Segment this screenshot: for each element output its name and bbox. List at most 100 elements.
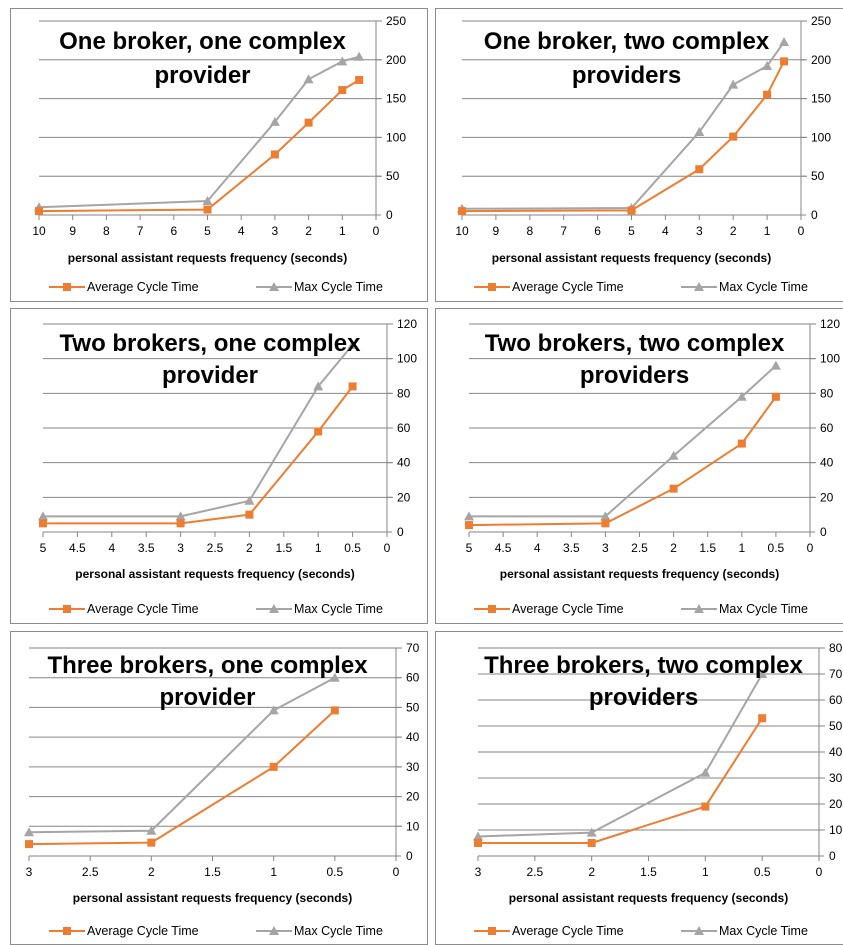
- data-point-max-cycle-time: [668, 450, 679, 460]
- data-point-max-cycle-time: [38, 511, 48, 521]
- y-tick-label: 60: [406, 671, 420, 685]
- y-tick-label: 100: [811, 130, 831, 144]
- y-tick-label: 40: [829, 745, 843, 759]
- y-tick-label: 10: [829, 823, 843, 837]
- data-point-average-cycle-time: [35, 207, 43, 216]
- x-tick-label: 0: [816, 865, 823, 879]
- y-tick-label: 20: [397, 490, 411, 504]
- x-tick-label: 1.5: [275, 541, 292, 555]
- data-point-average-cycle-time: [587, 839, 596, 847]
- data-point-max-cycle-time: [269, 116, 280, 126]
- y-tick-label: 70: [406, 641, 420, 655]
- legend-label-max-cycle-time: Max Cycle Time: [719, 280, 808, 294]
- y-tick-label: 250: [386, 14, 406, 28]
- legend-label-average-cycle-time: Average Cycle Time: [87, 924, 199, 938]
- series-line-average-cycle-time: [461, 60, 785, 213]
- data-point-max-cycle-time: [268, 705, 279, 715]
- data-point-average-cycle-time: [314, 427, 323, 436]
- x-axis-title: personal assistant requests frequency (s…: [75, 567, 354, 581]
- y-tick-label: 50: [829, 719, 843, 733]
- y-tick-label: 70: [829, 667, 843, 681]
- chart-title: Two brokers, one complex: [60, 330, 362, 357]
- x-tick-label: 0: [393, 865, 400, 879]
- x-tick-label: 4: [662, 224, 669, 238]
- data-point-average-cycle-time: [465, 521, 473, 530]
- legend-marker-max-cycle-time: [694, 604, 704, 613]
- chart-panel-one-broker-two-providers: 0 50 100 150 200 250 10 9 8 7 6 5 4 3 2 1 0 personal assi…: [435, 8, 843, 302]
- x-tick-label: 0: [807, 541, 814, 555]
- y-tick-label: 10: [406, 819, 420, 833]
- x-tick-label: 1: [764, 224, 771, 238]
- data-point-average-cycle-time: [39, 519, 47, 528]
- data-point-max-cycle-time: [586, 827, 597, 837]
- data-point-average-cycle-time: [348, 382, 357, 391]
- x-tick-label: 2: [246, 541, 253, 555]
- legend-label-average-cycle-time: Average Cycle Time: [512, 924, 624, 938]
- y-tick-label: 200: [811, 53, 831, 67]
- chart-title-line-2: providers: [580, 362, 689, 389]
- data-point-average-cycle-time: [147, 838, 156, 847]
- y-tick-label: 20: [406, 790, 420, 804]
- chart-svg: 0 20 40 60 80 100 120 5 4.5 4 3.5 3 2.5 2 1.5 1 0.5 0 pers…: [464, 317, 840, 616]
- x-tick-label: 1.5: [640, 865, 657, 879]
- legend-label-max-cycle-time: Max Cycle Time: [719, 602, 808, 616]
- y-tick-label: 80: [829, 641, 843, 655]
- chart-title: One broker, two complex: [484, 28, 770, 55]
- data-point-max-cycle-time: [244, 495, 255, 505]
- data-point-max-cycle-time: [700, 767, 711, 777]
- y-tick-label: 20: [829, 797, 843, 811]
- legend-marker-max-cycle-time: [694, 926, 704, 935]
- chart-panel-three-brokers-two-providers: 0 10 20 30 40 50 60 70 80 3 2.5 2 1.5 1 0.5 0 personal a…: [435, 631, 843, 945]
- chart-svg: 0 20 40 60 80 100 120 5 4.5 4 3.5 3 2.5 2 1.5 1 0.5 0 pers…: [38, 317, 417, 616]
- data-point-max-cycle-time: [202, 196, 213, 206]
- chart-title: Two brokers, two complex: [485, 330, 785, 357]
- x-tick-label: 2: [588, 865, 595, 879]
- legend-label-average-cycle-time: Average Cycle Time: [512, 280, 624, 294]
- legend-marker-max-cycle-time: [269, 604, 279, 613]
- legend-label-average-cycle-time: Average Cycle Time: [87, 602, 199, 616]
- data-point-max-cycle-time: [736, 391, 747, 401]
- data-point-average-cycle-time: [203, 205, 212, 214]
- x-tick-label: 7: [560, 224, 567, 238]
- x-tick-label: 0: [373, 224, 380, 238]
- data-point-max-cycle-time: [770, 360, 781, 370]
- legend-marker-max-cycle-time: [269, 282, 279, 291]
- y-tick-label: 200: [386, 53, 406, 67]
- data-point-max-cycle-time: [303, 74, 314, 84]
- legend-label-max-cycle-time: Max Cycle Time: [719, 924, 808, 938]
- x-tick-label: 0.5: [754, 865, 771, 879]
- x-tick-label: 2.5: [526, 865, 543, 879]
- legend-label-max-cycle-time: Max Cycle Time: [294, 602, 383, 616]
- legend-marker-max-cycle-time: [269, 926, 279, 935]
- data-point-average-cycle-time: [304, 118, 313, 127]
- y-tick-label: 120: [820, 317, 840, 331]
- data-point-max-cycle-time: [347, 339, 358, 349]
- data-point-average-cycle-time: [270, 150, 279, 159]
- chart-title: One broker, one complex: [59, 28, 346, 55]
- x-tick-label: 3: [696, 224, 703, 238]
- data-point-average-cycle-time: [338, 86, 347, 95]
- chart-title: Three brokers, one complex: [47, 652, 368, 679]
- y-tick-label: 40: [397, 456, 411, 470]
- data-point-average-cycle-time: [627, 206, 636, 215]
- y-tick-label: 0: [386, 208, 393, 222]
- x-tick-label: 4: [238, 224, 245, 238]
- legend-marker-average-cycle-time: [63, 605, 71, 613]
- series-line-max-cycle-time: [28, 676, 336, 834]
- data-point-max-cycle-time: [354, 51, 365, 61]
- x-axis-title: personal assistant requests frequency (s…: [509, 891, 788, 905]
- x-tick-label: 5: [628, 224, 635, 238]
- chart-panel-two-brokers-two-providers: 0 20 40 60 80 100 120 5 4.5 4 3.5 3 2.5 2 1.5 1 0.5 0 pers…: [435, 308, 843, 624]
- x-tick-label: 3: [26, 865, 33, 879]
- x-tick-label: 10: [32, 224, 46, 238]
- data-point-max-cycle-time: [779, 36, 790, 46]
- y-tick-label: 30: [829, 771, 843, 785]
- chart-title-line-2: provider: [154, 62, 250, 89]
- series-line-average-cycle-time: [38, 79, 360, 213]
- data-point-average-cycle-time: [669, 484, 678, 493]
- x-tick-label: 1: [270, 865, 277, 879]
- x-tick-label: 2: [730, 224, 737, 238]
- data-point-max-cycle-time: [464, 511, 474, 521]
